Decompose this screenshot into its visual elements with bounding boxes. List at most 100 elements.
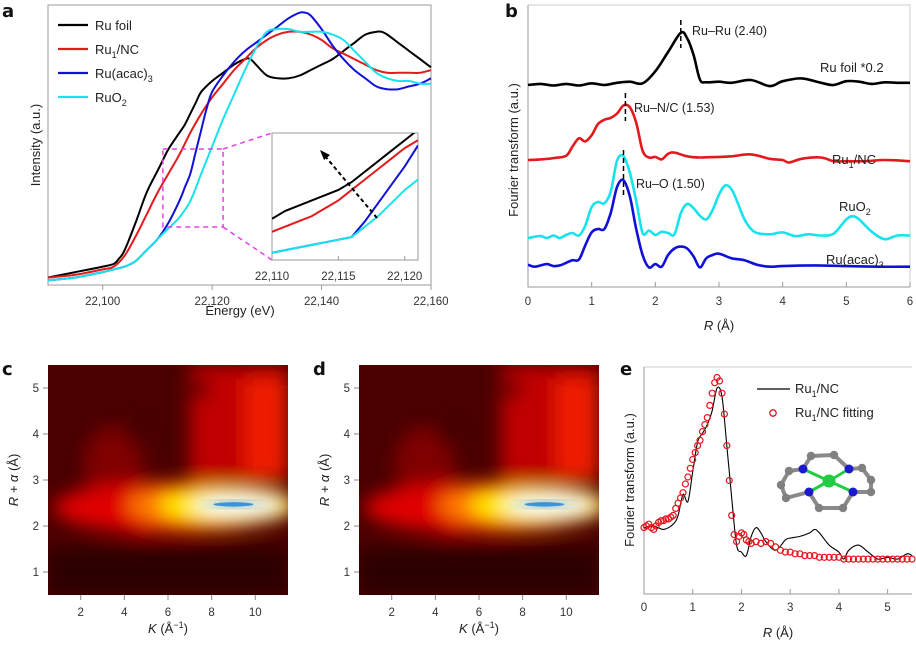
panel-e-fit-marker [898, 555, 906, 563]
panel-b-annotation-label: Ru–O (1.50) [636, 177, 705, 191]
panel-e-fit-marker [698, 428, 707, 436]
panel-e-fit-marker [791, 550, 799, 558]
panel-c-blue-peak-core [213, 502, 254, 507]
panel-b-series-label-ru-foil-0-2: Ru foil *0.2 [820, 60, 884, 75]
panel-a-legend-label-ru1-nc-subscript: 1 [112, 50, 117, 60]
panel-b-x-tick-label: 4 [779, 296, 786, 308]
panel-e-legend-label-line: Ru1/NC [795, 381, 839, 399]
panel-e-x-tick-label: 0 [641, 602, 647, 614]
panel-c-y-axis-title: R + α (Å) [6, 454, 21, 507]
panel-a-inset-line-ru-foil [272, 133, 416, 220]
panel-b-x-tick-label: 0 [525, 296, 531, 308]
panel-a-x-ticks: 22,100 22,120 22,140 22,160 [85, 285, 449, 308]
panel-e-fit-marker [669, 511, 677, 520]
panel-d-x-tick-label: 8 [519, 607, 525, 619]
panel-e-fit-marker [686, 464, 694, 472]
panel-d-x-tick-label: 2 [389, 607, 395, 619]
panel-c-layers [48, 365, 288, 595]
panel-c-y-tick-label: 5 [33, 383, 39, 395]
structure-atom-carbon [838, 503, 848, 513]
panel-b-annotations: Ru–Ru (2.40) Ru–N/C (1.53) Ru–O (1.50) [622, 20, 767, 195]
panel-d-dark-spot [503, 378, 520, 398]
panel-e-legend-label-fit-tail: /NC fitting [817, 405, 874, 420]
panel-a-zoom-box [162, 132, 273, 261]
panel-e-fit-marker [815, 553, 824, 561]
panel-a-legend-label-ruo2-subscript: 2 [122, 98, 127, 108]
panel-d-dark-spot [436, 424, 457, 444]
panel-a-y-axis-title: Intensity (a.u.) [28, 104, 43, 186]
panel-d-low-band [359, 549, 599, 595]
panel-e-x-tick-label: 1 [690, 602, 696, 614]
ru-n4-structure-inset [776, 450, 876, 513]
panel-a-x-tick-label: 22,160 [413, 296, 448, 308]
structure-atom-carbon [866, 475, 876, 485]
panel-e-x-axis-title: R (Å) [763, 625, 793, 640]
panel-c-y-unit: (Å) [6, 454, 21, 475]
panel-e-fit-marker [908, 555, 916, 563]
panel-c-x-var: K [148, 621, 158, 636]
panel-a-legend-label-ru1-nc-tail: /NC [117, 42, 139, 57]
panel-d-heatmap-image [359, 365, 599, 595]
panel-d-y-tick-label: 1 [344, 567, 350, 579]
panel-a-zoom-connector [222, 226, 273, 261]
panel-c-x-tick-label: 4 [121, 607, 128, 619]
panel-a-inset-tick-label: 22,120 [387, 271, 422, 283]
panel-d-layers [359, 365, 599, 595]
panel-b-series-label-ru-acac-3-main: Ru(acac) [826, 252, 879, 267]
panel-e-x-tick-label: 3 [787, 602, 793, 614]
panel-e-x-var: R [763, 625, 772, 640]
panel-a-line-ruo2 [47, 27, 432, 282]
panel-e-x-unit: (Å) [772, 625, 793, 640]
panel-b-series-label-ru-foil-0-2-main: Ru foil *0.2 [820, 60, 884, 75]
panel-e-fit-marker [801, 551, 809, 560]
panel-e-fit-marker [689, 455, 697, 464]
panel-letter-c: c [2, 359, 13, 380]
structure-atom-carbon [829, 450, 839, 460]
panel-e-fit-marker [864, 555, 872, 563]
panel-a-frame [47, 4, 432, 286]
panel-b-annotation-label: Ru–Ru (2.40) [692, 24, 767, 38]
panel-b-series-label-ruo2: RuO2 [839, 199, 871, 217]
panel-a-inset-line-ru1-nc [272, 139, 418, 233]
panel-d-right-glow [555, 378, 599, 480]
panel-c-y-tick-label: 2 [33, 521, 39, 533]
panel-b-x-ticks: 0 1 2 3 4 5 6 [525, 282, 913, 308]
panel-c-x-axis-title: K (Å−1) [148, 620, 188, 636]
structure-atom-nitrogen [844, 464, 854, 474]
panel-c-dark-spot [192, 378, 209, 398]
panel-b-series-label-ru1-nc-main: Ru [832, 152, 849, 167]
panel-d-x-tick-label: 10 [560, 607, 573, 619]
panel-d-x-close: ) [495, 621, 499, 636]
structure-atom-carbon [814, 503, 824, 513]
panel-b-line-ruo2 [527, 153, 911, 241]
panel-d-blue-peak-core [524, 502, 565, 507]
panel-e-x-tick-label: 2 [738, 602, 744, 614]
panel-a-inset-tick-label: 22,110 [255, 271, 289, 283]
panel-letter-b: b [505, 1, 518, 22]
panel-b-y-axis-title: Fourier transform (a.u.) [506, 83, 521, 217]
panel-e-fit-marker [849, 555, 858, 563]
panel-d-x-axis-title: K (Å−1) [459, 620, 499, 636]
panel-b-x-axis-unit: (Å) [713, 318, 734, 333]
panel-a-legend-label-ru-foil-main: Ru foil [95, 18, 132, 33]
panel-e-fit-marker [725, 476, 733, 485]
panel-a-x-tick-label: 22,120 [195, 296, 230, 308]
panel-c-y-tick-label: 4 [33, 429, 40, 441]
panel-a-legend-label-ruo2: RuO2 [95, 90, 127, 108]
panel-d-y-var: R + α [317, 474, 332, 506]
panel-b-line-ru-acac-3 [527, 178, 911, 269]
panel-e-x-tick-label: 5 [884, 602, 890, 614]
panel-c-x-tick-label: 6 [165, 607, 171, 619]
structure-atom-carbon [781, 493, 791, 503]
panel-c-blurred [48, 365, 288, 595]
panel-e-fit-marker [820, 553, 828, 561]
panel-b-series-label-ru1-nc-subscript: 1 [849, 160, 854, 170]
panel-a-inset-tick-label: 22,115 [321, 271, 355, 283]
panel-e-fit-marker [720, 410, 729, 418]
panel-d-x-tick-label: 4 [432, 607, 439, 619]
panel-a-inset-arrow-head [320, 150, 330, 160]
panel-a-legend-label-ru1-nc-main: Ru [95, 42, 112, 57]
